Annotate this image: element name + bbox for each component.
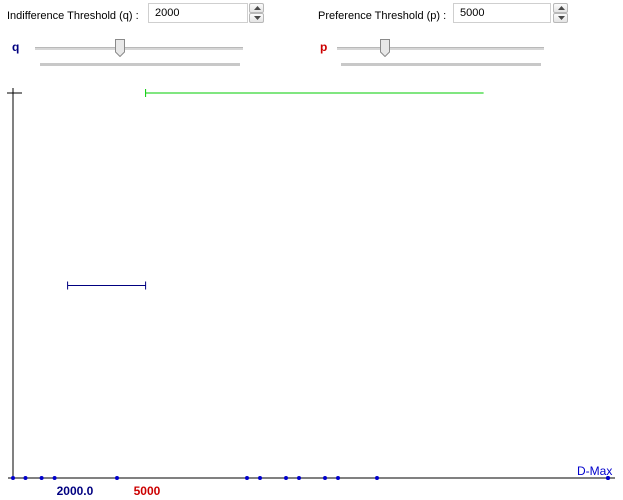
arrow-up-icon [558, 6, 565, 10]
x-axis-max-label: D-Max [577, 464, 613, 478]
indifference-slider-letter: q [12, 40, 20, 54]
indifference-threshold-input[interactable]: 2000 [148, 3, 248, 23]
tick-label-q: 2000.0 [56, 484, 94, 498]
data-point [284, 476, 288, 480]
tick-label-p: 5000 [133, 484, 161, 498]
preference-slider-letter: p [320, 40, 328, 54]
preference-slider-thumb[interactable] [379, 39, 390, 58]
preference-slider-rail [341, 63, 541, 66]
preference-threshold-label: Preference Threshold (p) : [318, 10, 447, 22]
data-point [115, 476, 119, 480]
slider-thumb-icon [115, 39, 126, 58]
indifference-spinner [249, 3, 264, 23]
indifference-increment-button[interactable] [249, 3, 264, 13]
series-1 [67, 281, 147, 290]
arrow-up-icon [254, 6, 261, 10]
preference-spinner [553, 3, 568, 23]
indifference-decrement-button[interactable] [249, 13, 264, 23]
data-point [375, 476, 379, 480]
data-point [52, 476, 57, 480]
data-point [336, 476, 340, 480]
indifference-threshold-label: Indifference Threshold (q) : [7, 10, 139, 22]
data-point [323, 476, 327, 480]
data-point [297, 476, 301, 480]
arrow-down-icon [558, 16, 565, 20]
data-point [39, 476, 44, 480]
indifference-slider-rail [40, 63, 240, 66]
preference-increment-button[interactable] [553, 3, 568, 13]
data-point [606, 476, 610, 480]
slider-thumb-icon [379, 39, 390, 58]
preference-decrement-button[interactable] [553, 13, 568, 23]
indifference-slider-thumb[interactable] [115, 39, 126, 58]
data-point [245, 476, 249, 480]
series-0 [145, 89, 484, 97]
preference-threshold-input[interactable]: 5000 [453, 3, 551, 23]
preference-slider-track[interactable] [337, 47, 544, 50]
data-point [11, 476, 15, 480]
data-point [23, 476, 28, 480]
indifference-slider-track[interactable] [35, 47, 243, 50]
arrow-down-icon [254, 16, 261, 20]
data-point [258, 476, 262, 480]
